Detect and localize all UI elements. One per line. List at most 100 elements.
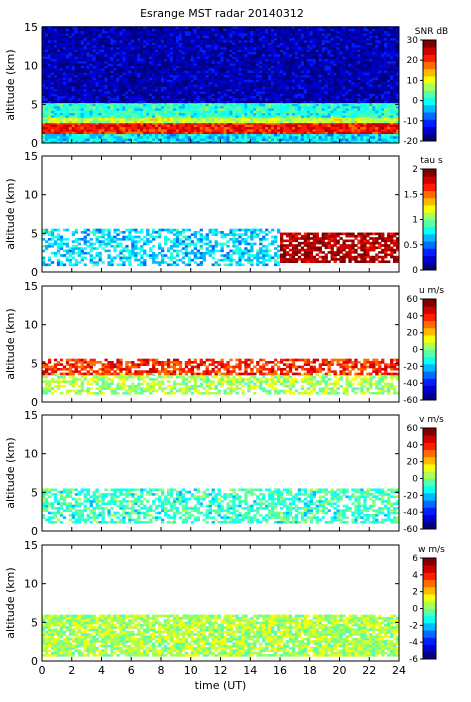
heatmap-cell: [56, 88, 61, 92]
heatmap-cell: [155, 74, 159, 78]
heatmap-cell: [330, 108, 334, 111]
heatmap-cell: [137, 33, 141, 36]
heatmap-cell: [393, 126, 397, 130]
heatmap-cell: [268, 74, 272, 78]
heatmap-cell: [77, 95, 81, 99]
heatmap-cell: [250, 37, 254, 41]
heatmap-cell: [220, 118, 224, 121]
heatmap-cell: [199, 44, 203, 48]
heatmap-cell: [101, 40, 105, 43]
heatmap-cell: [271, 40, 275, 43]
heatmap-cell: [71, 140, 76, 144]
heatmap-cell: [324, 129, 328, 132]
heatmap-cell: [172, 108, 177, 111]
heatmap-cell: [208, 61, 212, 64]
heatmap-cell: [163, 118, 168, 121]
heatmap-cell: [247, 47, 251, 50]
heatmap-cell: [152, 110, 156, 114]
heatmap-cell: [169, 136, 174, 139]
heatmap-cell: [253, 133, 257, 137]
heatmap-cell: [116, 133, 120, 137]
heatmap-cell: [184, 67, 189, 71]
heatmap-cell: [199, 98, 203, 101]
heatmap-cell: [110, 131, 114, 135]
heatmap-cell: [116, 61, 120, 64]
heatmap-cell: [47, 136, 52, 139]
heatmap-cell: [169, 33, 174, 36]
heatmap-cell: [175, 26, 180, 29]
heatmap-cell: [143, 93, 147, 97]
heatmap-cell: [119, 70, 123, 73]
heatmap-cell: [300, 138, 305, 141]
heatmap-cell: [104, 95, 108, 99]
heatmap-cell: [146, 61, 150, 64]
heatmap-cell: [101, 115, 105, 118]
heatmap-cell: [282, 84, 287, 87]
heatmap-cell: [250, 54, 254, 57]
heatmap-cell: [217, 63, 221, 66]
heatmap-cell: [187, 118, 192, 121]
heatmap-cell: [158, 105, 162, 109]
heatmap-cell: [196, 138, 200, 141]
heatmap-cell: [288, 118, 293, 121]
heatmap-cell: [190, 105, 195, 109]
heatmap-cell: [238, 84, 242, 87]
heatmap-cell: [107, 136, 111, 139]
figure-title: Esrange MST radar 20140312: [140, 7, 304, 20]
heatmap-cell: [161, 136, 165, 139]
heatmap-cell: [47, 67, 52, 71]
heatmap-cell: [202, 35, 206, 39]
heatmap-cell: [137, 124, 141, 128]
heatmap-cell: [104, 51, 108, 55]
heatmap-cell: [190, 84, 195, 87]
heatmap-cell: [181, 122, 186, 125]
heatmap-cell: [155, 79, 159, 83]
heatmap-cell: [211, 72, 215, 76]
heatmap-cell: [80, 28, 84, 32]
heatmap-cell: [172, 136, 177, 139]
heatmap-cell: [95, 124, 99, 128]
heatmap-cell: [113, 40, 117, 43]
heatmap-cell: [271, 81, 275, 85]
heatmap-cell: [282, 100, 287, 104]
heatmap-cell: [226, 118, 230, 121]
heatmap-cell: [74, 47, 78, 50]
heatmap-cell: [47, 51, 52, 55]
heatmap-cell: [89, 33, 93, 36]
heatmap-cell: [187, 93, 192, 97]
heatmap-cell: [161, 126, 165, 130]
heatmap-cell: [80, 67, 84, 71]
heatmap-cell: [95, 65, 99, 69]
heatmap-cell: [92, 136, 96, 139]
heatmap-cell: [238, 122, 242, 125]
heatmap-cell: [178, 108, 183, 111]
heatmap-cell: [265, 91, 269, 94]
heatmap-cell: [98, 95, 102, 99]
heatmap-cell: [318, 118, 322, 121]
heatmap-cell: [89, 84, 93, 87]
heatmap-cell: [110, 93, 114, 97]
heatmap-cell: [134, 126, 138, 130]
heatmap-cell: [277, 37, 281, 41]
heatmap-cell: [80, 84, 84, 87]
heatmap-cell: [280, 84, 284, 87]
heatmap-cell: [140, 33, 144, 36]
heatmap-cell: [166, 79, 171, 83]
heatmap-cell: [68, 115, 73, 118]
heatmap-cell: [229, 42, 233, 46]
heatmap-cell: [187, 35, 192, 39]
heatmap-cell: [101, 136, 105, 139]
heatmap-cell: [146, 35, 150, 39]
heatmap-cell: [277, 70, 281, 73]
heatmap-cell: [285, 93, 290, 97]
heatmap-cell: [241, 100, 245, 104]
heatmap-cell: [256, 140, 260, 144]
heatmap-cell: [390, 120, 394, 124]
heatmap-cell: [71, 37, 76, 41]
heatmap-cell: [116, 98, 120, 101]
heatmap-cell: [83, 56, 87, 60]
heatmap-cell: [178, 40, 183, 43]
heatmap-cell: [175, 28, 180, 32]
heatmap-cell: [229, 129, 233, 132]
heatmap-cell: [390, 136, 394, 139]
